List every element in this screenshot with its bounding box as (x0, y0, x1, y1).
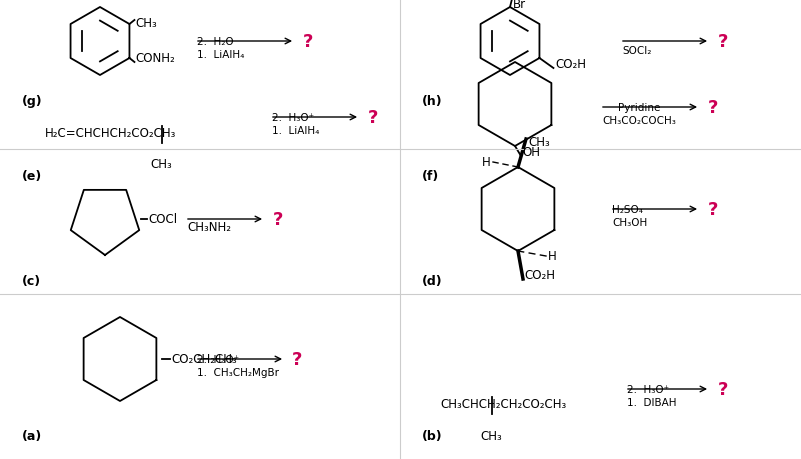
Text: Br: Br (513, 0, 526, 11)
Text: 2.  H₃O⁺: 2. H₃O⁺ (627, 384, 669, 394)
Text: ?: ? (273, 211, 284, 229)
Text: 1.  DIBAH: 1. DIBAH (627, 397, 677, 407)
Text: CO₂CH₂CH₃: CO₂CH₂CH₃ (171, 353, 237, 366)
Text: ?: ? (708, 99, 718, 117)
Text: (d): (d) (422, 274, 443, 287)
Text: 1.  LiAlH₄: 1. LiAlH₄ (197, 50, 244, 60)
Text: 2.  H₃O⁺: 2. H₃O⁺ (272, 113, 314, 123)
Text: CH₃CHCH₂CH₂CO₂CH₃: CH₃CHCH₂CH₂CO₂CH₃ (440, 397, 566, 410)
Text: H: H (548, 250, 557, 263)
Text: CO₂H: CO₂H (524, 269, 555, 281)
Text: H: H (482, 156, 491, 169)
Text: ?: ? (368, 109, 378, 127)
Text: COCl: COCl (148, 213, 177, 226)
Text: (c): (c) (22, 274, 41, 287)
Text: H₂C=CHCHCH₂CO₂CH₃: H₂C=CHCHCH₂CO₂CH₃ (45, 127, 176, 140)
Text: CH₃: CH₃ (150, 157, 171, 171)
Text: OH: OH (522, 146, 540, 159)
Text: ?: ? (303, 33, 313, 51)
Text: (g): (g) (22, 95, 42, 108)
Text: ?: ? (708, 201, 718, 218)
Text: Pyridine: Pyridine (618, 103, 660, 113)
Text: CONH₂: CONH₂ (135, 52, 175, 65)
Text: (a): (a) (22, 429, 42, 442)
Text: (b): (b) (422, 429, 443, 442)
Text: 2.  H₂O: 2. H₂O (197, 37, 234, 47)
Text: CH₃CO₂COCH₃: CH₃CO₂COCH₃ (602, 116, 676, 126)
Text: 1.  CH₃CH₂MgBr: 1. CH₃CH₂MgBr (197, 367, 279, 377)
Text: CH₃: CH₃ (135, 17, 157, 30)
Text: CH₃: CH₃ (528, 136, 549, 149)
Text: 1.  LiAlH₄: 1. LiAlH₄ (272, 126, 320, 136)
Text: CH₃OH: CH₃OH (612, 218, 647, 228)
Text: 2.  H₃O⁺: 2. H₃O⁺ (197, 354, 239, 364)
Text: (e): (e) (22, 170, 42, 183)
Text: H₂SO₄: H₂SO₄ (612, 205, 643, 214)
Text: ?: ? (718, 380, 728, 398)
Text: (h): (h) (422, 95, 443, 108)
Text: ?: ? (718, 33, 728, 51)
Text: CH₃NH₂: CH₃NH₂ (187, 220, 231, 234)
Text: (f): (f) (422, 170, 439, 183)
Text: CH₃: CH₃ (480, 429, 501, 442)
Text: SOCl₂: SOCl₂ (622, 46, 651, 56)
Text: CO₂H: CO₂H (555, 58, 586, 71)
Text: ?: ? (292, 350, 302, 368)
